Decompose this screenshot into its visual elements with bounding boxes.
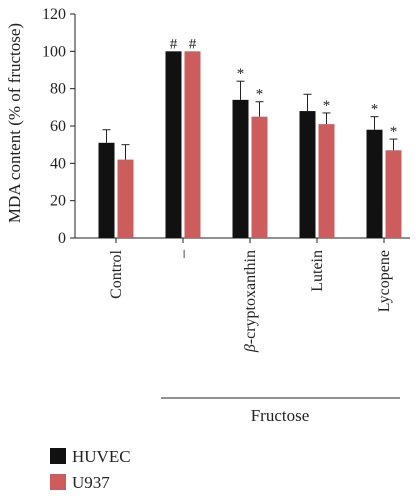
significance-mark: * <box>323 98 331 114</box>
y-tick-label: 40 <box>50 155 66 172</box>
y-tick-label: 80 <box>50 81 66 98</box>
category-label: Control <box>108 249 125 298</box>
legend-swatch-u937 <box>50 474 66 490</box>
category-labels: Control – β-cryptoxanthin Lutein Lycopene <box>108 238 393 353</box>
category-label: – <box>175 249 192 259</box>
y-tick-label: 20 <box>50 193 66 210</box>
legend-swatch-huvec <box>50 448 66 464</box>
significance-mark: * <box>371 102 379 118</box>
bar-huvec-2 <box>232 99 249 238</box>
category-label: Lycopene <box>376 250 393 312</box>
bar-u937-1 <box>184 51 201 239</box>
legend-label: U937 <box>72 473 110 492</box>
y-tick-label: 0 <box>58 230 66 247</box>
y-axis-title: MDA content (% of fructose) <box>5 23 24 223</box>
bar-u937-4 <box>385 150 402 238</box>
bar-huvec-4 <box>366 129 383 238</box>
bar-u937-2 <box>251 116 268 238</box>
y-tick-label: 100 <box>42 43 66 60</box>
significance-mark: # <box>170 36 178 52</box>
bars: # * * # * * * <box>98 36 402 239</box>
significance-mark: * <box>256 87 264 103</box>
significance-mark: * <box>237 66 245 82</box>
legend: HUVEC U937 <box>50 447 131 492</box>
fructose-group-label: Fructose <box>251 406 310 425</box>
category-label: β-cryptoxanthin <box>242 250 259 353</box>
significance-mark: * <box>390 124 398 140</box>
bar-u937-0 <box>117 159 134 238</box>
legend-label: HUVEC <box>72 447 131 466</box>
category-label: Lutein <box>309 250 326 292</box>
y-axis: 0 20 40 60 80 100 120 <box>42 6 410 247</box>
bar-u937-3 <box>318 124 335 238</box>
bar-huvec-0 <box>98 142 115 238</box>
y-tick-label: 120 <box>42 6 66 23</box>
y-tick-label: 60 <box>50 118 66 135</box>
bar-huvec-3 <box>299 111 316 238</box>
significance-mark: # <box>189 36 197 52</box>
bar-huvec-1 <box>165 51 182 239</box>
